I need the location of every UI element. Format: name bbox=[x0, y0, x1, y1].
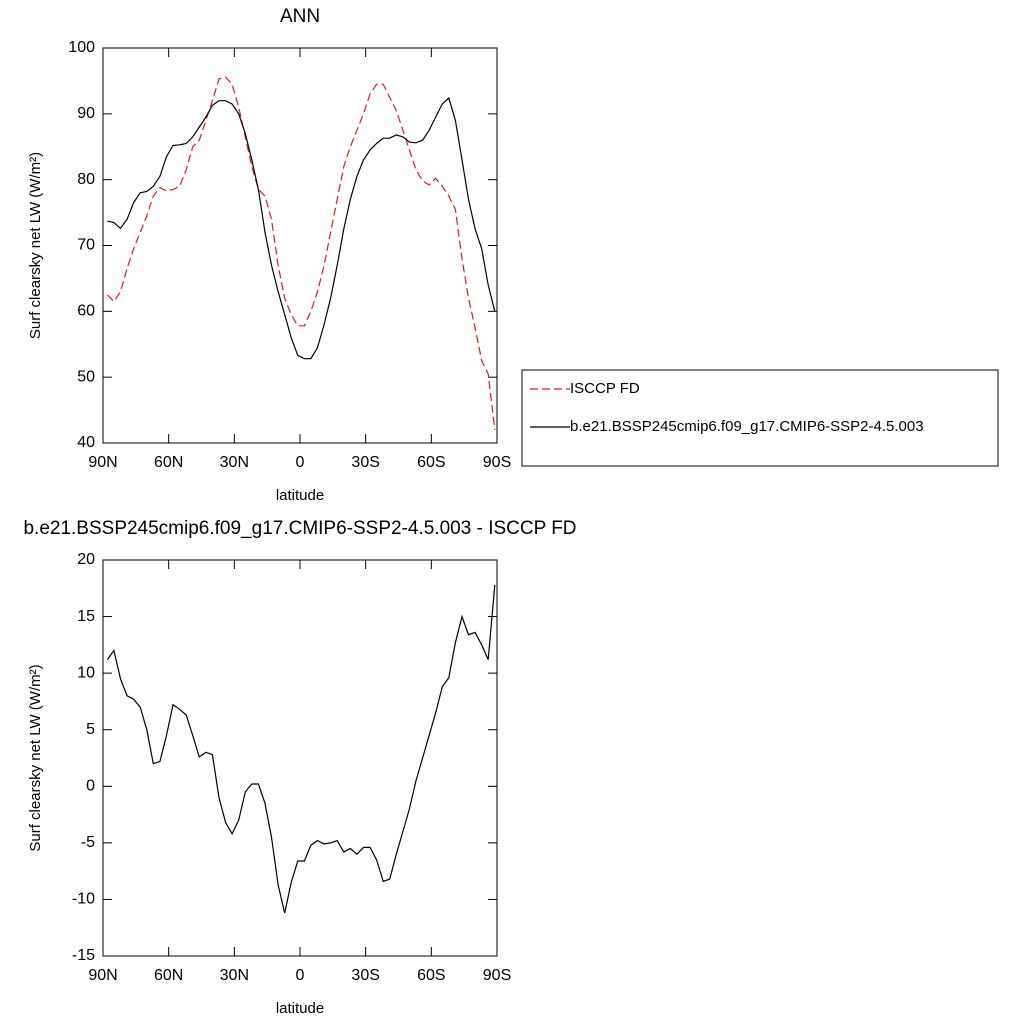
y-tick-label: 60 bbox=[77, 303, 95, 320]
x-tick-label: 90S bbox=[483, 454, 511, 471]
y-tick-label: 50 bbox=[77, 368, 95, 385]
y-tick-label: -15 bbox=[72, 947, 95, 964]
y-tick-label: 90 bbox=[77, 105, 95, 122]
legend-box bbox=[521, 369, 999, 467]
x-tick-label: 60S bbox=[417, 454, 445, 471]
y-tick-label: 100 bbox=[68, 39, 95, 56]
legend-label: b.e21.BSSP245cmip6.f09_g17.CMIP6-SSP2-4.… bbox=[570, 418, 924, 435]
y-axis-label: Surf clearsky net LW (W/m²) bbox=[27, 664, 44, 851]
x-tick-label: 0 bbox=[296, 454, 305, 471]
y-tick-label: 10 bbox=[77, 664, 95, 681]
x-tick-label: 0 bbox=[296, 967, 305, 984]
x-tick-label: 90S bbox=[483, 967, 511, 984]
x-tick-label: 90N bbox=[88, 454, 117, 471]
x-tick-label: 30S bbox=[351, 454, 379, 471]
data-line bbox=[107, 96, 496, 360]
y-tick-label: 0 bbox=[86, 778, 95, 795]
data-line bbox=[106, 584, 496, 914]
chart-title: ANN bbox=[280, 6, 320, 27]
y-tick-label: 15 bbox=[77, 608, 95, 625]
plot-frame bbox=[102, 47, 498, 444]
x-axis-label: latitude bbox=[276, 487, 324, 504]
legend-label: ISCCP FD bbox=[570, 380, 640, 397]
x-tick-label: 60S bbox=[417, 967, 445, 984]
y-tick-label: 5 bbox=[86, 721, 95, 738]
y-tick-label: 20 bbox=[77, 551, 95, 568]
plot-frame bbox=[102, 559, 498, 957]
x-tick-label: 30N bbox=[220, 454, 249, 471]
y-tick-label: -5 bbox=[81, 834, 95, 851]
y-tick-label: 40 bbox=[77, 434, 95, 451]
x-tick-label: 60N bbox=[154, 967, 183, 984]
y-tick-label: -10 bbox=[72, 891, 95, 908]
y-tick-label: 70 bbox=[77, 237, 95, 254]
x-tick-label: 30S bbox=[351, 967, 379, 984]
y-tick-label: 80 bbox=[77, 171, 95, 188]
y-axis-label: Surf clearsky net LW (W/m²) bbox=[27, 152, 44, 339]
x-tick-label: 30N bbox=[220, 967, 249, 984]
x-axis-label: latitude bbox=[276, 1000, 324, 1017]
x-tick-label: 60N bbox=[154, 454, 183, 471]
data-line bbox=[106, 76, 496, 430]
chart-title: b.e21.BSSP245cmip6.f09_g17.CMIP6-SSP2-4.… bbox=[23, 518, 576, 539]
x-tick-label: 90N bbox=[88, 967, 117, 984]
